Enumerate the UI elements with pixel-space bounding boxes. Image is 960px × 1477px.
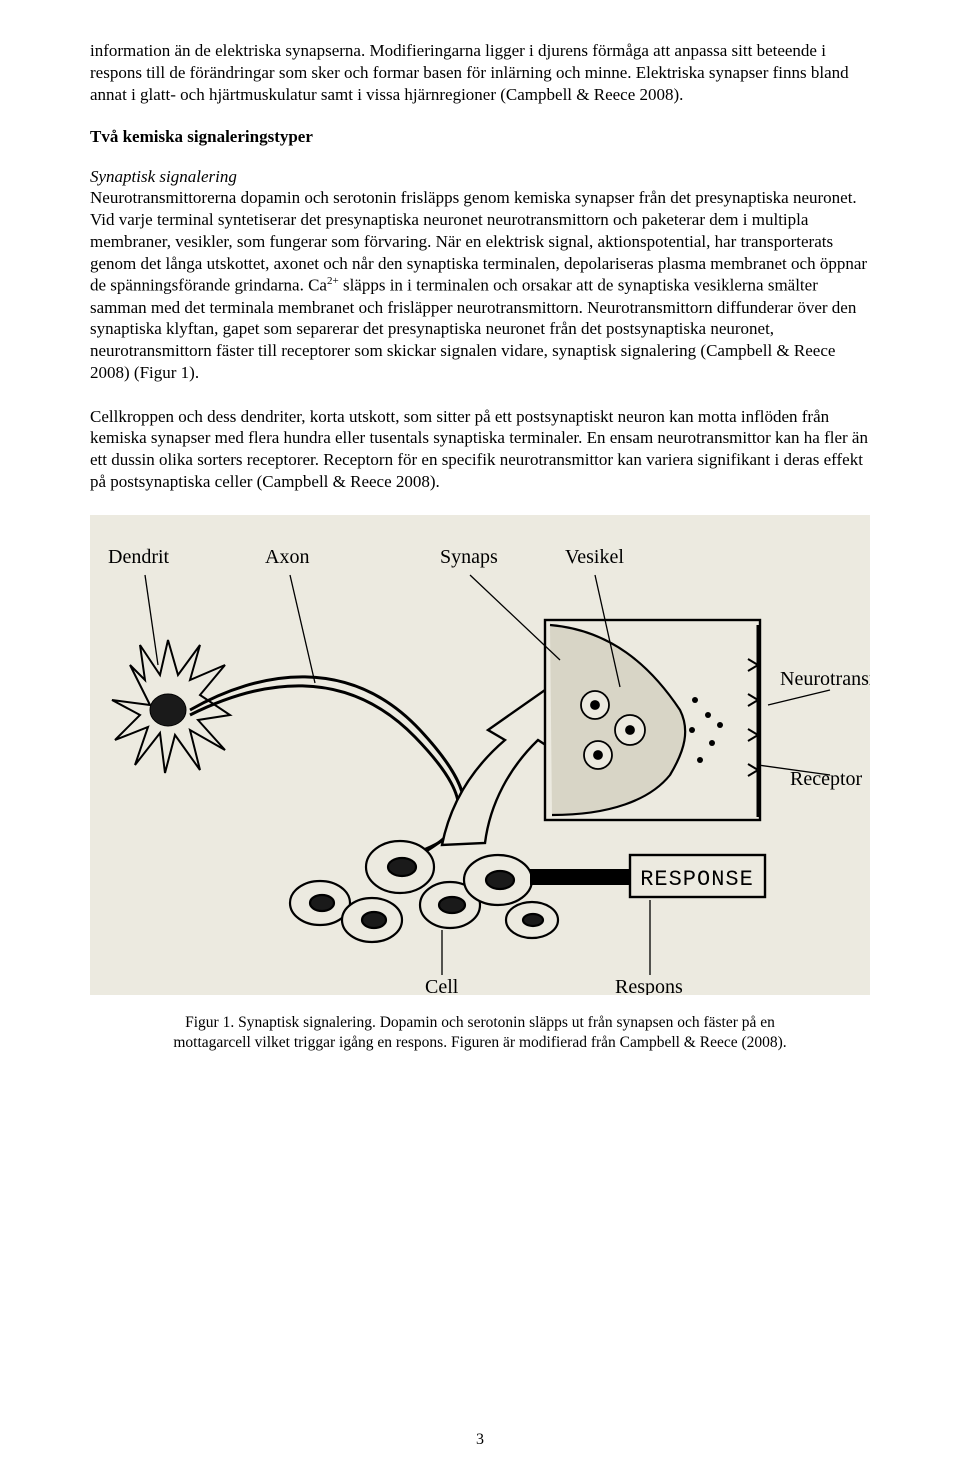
figure-caption: Figur 1. Synaptisk signalering. Dopamin … (150, 1013, 810, 1053)
synapse-diagram-svg: RESPONSE Dendrit Axon Synaps Vesikel Neu… (90, 515, 870, 995)
ca-superscript: 2+ (327, 275, 339, 287)
label-respons: Respons (615, 976, 683, 995)
synapse-inset (545, 620, 760, 820)
figure-1: RESPONSE Dendrit Axon Synaps Vesikel Neu… (90, 515, 870, 995)
section-heading: Två kemiska signaleringstyper (90, 127, 870, 147)
intro-paragraph: information än de elektriska synapserna.… (90, 40, 870, 105)
page-number: 3 (0, 1431, 960, 1449)
response-box-text: RESPONSE (640, 867, 754, 892)
label-axon: Axon (265, 546, 309, 568)
label-vesikel: Vesikel (565, 546, 624, 568)
page-root: information än de elektriska synapserna.… (0, 0, 960, 1477)
body-paragraph-1: Neurotransmittorerna dopamin och seroton… (90, 187, 870, 383)
label-receptor: Receptor (790, 768, 863, 790)
label-neurotransmittor: Neurotransmittor (780, 668, 870, 690)
body-paragraph-2: Cellkroppen och dess dendriter, korta ut… (90, 406, 870, 493)
label-cell: Cell (425, 976, 459, 995)
response-box: RESPONSE (630, 855, 765, 897)
subsection-heading: Synaptisk signalering (90, 167, 870, 187)
label-synaps: Synaps (440, 546, 498, 568)
label-dendrit: Dendrit (108, 546, 170, 568)
